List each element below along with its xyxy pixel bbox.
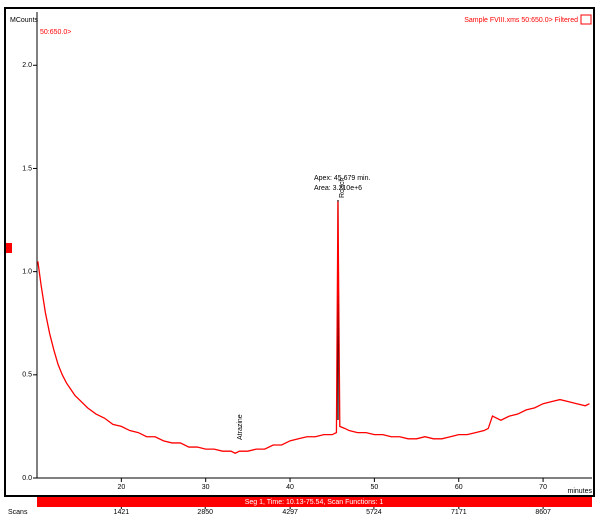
- segment-text: Seg 1, Time: 10.13-75.54, Scan Functions…: [245, 499, 384, 506]
- apex-text: Apex: 45.679 min.: [314, 175, 370, 182]
- ion-range: 50:650.0>: [40, 29, 71, 36]
- y-tick-label: 0.5: [22, 372, 32, 379]
- x2-tick-label: 4297: [282, 509, 298, 516]
- frame: [4, 7, 595, 497]
- marker: [6, 243, 12, 253]
- x-axis-label: minutes: [567, 488, 592, 495]
- x2-tick-label: 5724: [366, 509, 382, 516]
- x-tick-label: 40: [286, 484, 294, 491]
- close-icon[interactable]: [580, 14, 592, 25]
- x-tick-label: 20: [117, 484, 125, 491]
- y-axis-label: MCounts: [10, 17, 39, 24]
- x2-tick-label: 1421: [114, 509, 130, 516]
- x2-tick-label: 2850: [197, 509, 213, 516]
- peak-label: Roach: [339, 178, 346, 198]
- y-tick-label: 0.0: [22, 475, 32, 482]
- segment-bar: [37, 497, 592, 507]
- x2-axis-label: Scans: [8, 509, 28, 516]
- y-tick-label: 1.0: [22, 268, 32, 275]
- x-tick-label: 60: [455, 484, 463, 491]
- x-tick-label: 50: [370, 484, 378, 491]
- x-tick-label: 30: [202, 484, 210, 491]
- area-text: Area: 3.210e+6: [314, 185, 362, 192]
- trace: [37, 201, 590, 454]
- y-tick-label: 2.0: [22, 62, 32, 69]
- x2-tick-label: 7171: [451, 509, 467, 516]
- y-tick-label: 1.5: [22, 165, 32, 172]
- x2-tick-label: 8607: [535, 509, 551, 516]
- sample-label: Sample FVIII.xms 50:650.0> Filtered: [464, 17, 578, 24]
- peak-label: Atrazine: [237, 414, 244, 440]
- x-tick-label: 70: [539, 484, 547, 491]
